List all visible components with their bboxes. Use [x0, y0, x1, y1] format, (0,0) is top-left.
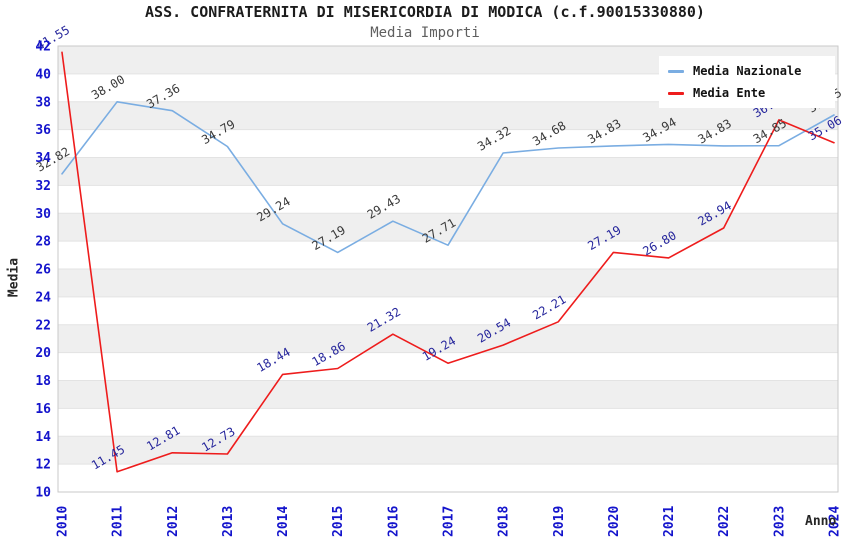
x-tick-label: 2023 [772, 506, 787, 537]
x-tick-label: 2013 [221, 506, 236, 537]
legend-item-media-ente: Media Ente [668, 86, 826, 100]
legend-item-media-nazionale: Media Nazionale [668, 64, 826, 78]
x-tick-label: 2011 [111, 506, 126, 537]
y-tick-label: 16 [35, 402, 51, 417]
y-axis-title: Media [6, 257, 22, 298]
series-line-media-ente [61, 51, 835, 473]
x-tick-label: 2021 [662, 506, 677, 537]
legend-label-nazionale: Media Nazionale [693, 64, 802, 78]
y-tick-label: 22 [35, 318, 51, 333]
y-tick-label: 14 [35, 430, 51, 445]
x-tick-label: 2020 [607, 506, 622, 537]
x-tick-label: 2016 [386, 506, 401, 537]
x-tick-label: 2024 [828, 506, 843, 537]
y-tick-label: 20 [35, 346, 51, 361]
y-tick-label: 34 [35, 151, 51, 166]
y-tick-label: 32 [35, 179, 51, 194]
y-tick-label: 10 [35, 486, 51, 501]
x-tick-label: 2010 [56, 506, 71, 537]
y-tick-label: 36 [35, 123, 51, 138]
chart-title: ASS. CONFRATERNITA DI MISERICORDIA DI MO… [145, 3, 705, 21]
y-grid-band [58, 436, 838, 465]
y-tick-label: 42 [35, 40, 51, 55]
legend: Media Nazionale Media Ente [659, 56, 835, 108]
x-tick-label: 2015 [331, 506, 346, 537]
x-tick-label: 2012 [166, 506, 181, 537]
y-tick-label: 26 [35, 263, 51, 278]
chart-subtitle: Media Importi [370, 25, 480, 41]
y-tick-label: 24 [35, 290, 51, 305]
series-line-media-nazionale [61, 101, 835, 254]
y-tick-label: 30 [35, 207, 51, 222]
x-axis-title: Anno [805, 514, 837, 529]
x-tick-label: 2022 [717, 506, 732, 537]
x-tick-label: 2014 [276, 506, 291, 537]
y-tick-label: 18 [35, 374, 51, 389]
y-tick-label: 12 [35, 458, 51, 473]
x-tick-label: 2019 [552, 506, 567, 537]
y-tick-label: 38 [35, 95, 51, 110]
legend-marker-ente-icon [668, 91, 684, 95]
plot-border [57, 45, 839, 493]
y-grid-band [58, 324, 838, 353]
y-grid-band [58, 157, 838, 186]
legend-marker-nazionale-icon [668, 69, 684, 73]
point-label: 38.00 [89, 72, 127, 102]
y-tick-label: 28 [35, 235, 51, 250]
y-grid-band [58, 380, 838, 409]
x-tick-label: 2017 [442, 506, 457, 537]
y-tick-label: 40 [35, 67, 51, 82]
x-tick-label: 2018 [497, 506, 512, 537]
y-grid-band [58, 269, 838, 297]
legend-label-ente: Media Ente [693, 86, 766, 100]
